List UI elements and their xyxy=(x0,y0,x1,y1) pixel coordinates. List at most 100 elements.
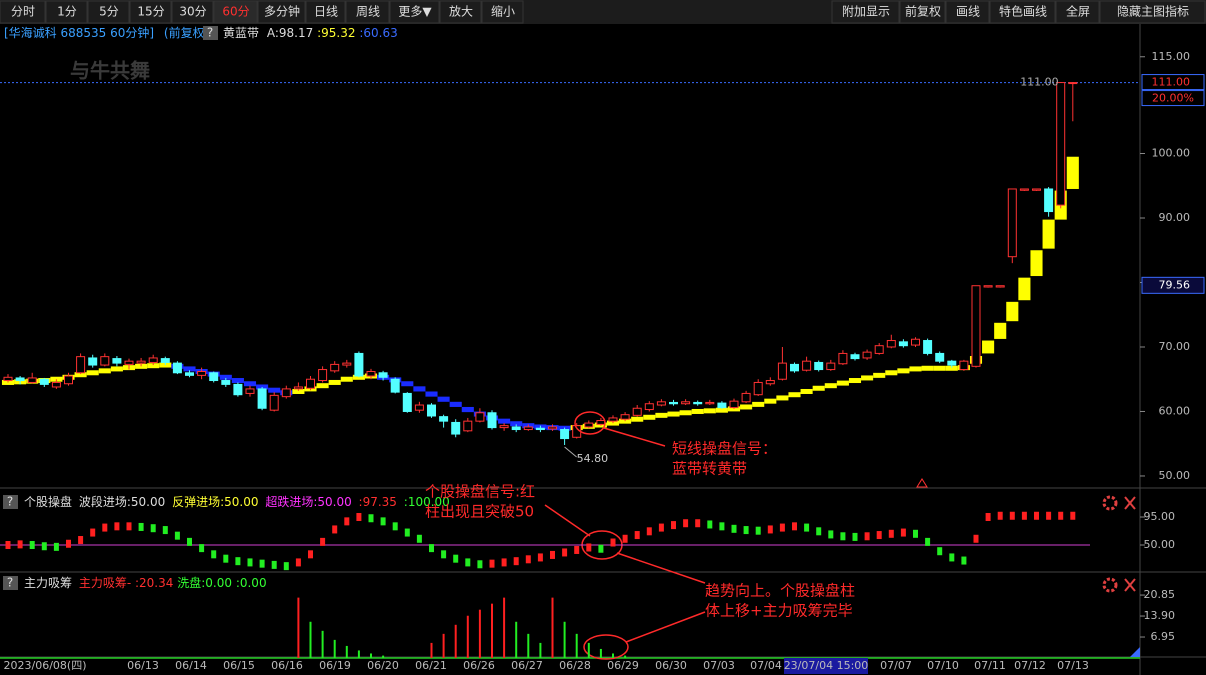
toolbar-button[interactable] xyxy=(257,0,306,24)
candle-body xyxy=(995,285,1005,288)
help[interactable]: ? xyxy=(7,576,13,590)
toolbar-label[interactable]: 60分 xyxy=(222,5,249,19)
oscillator-bar xyxy=(864,532,870,541)
candle-body xyxy=(862,351,872,359)
candle-body xyxy=(1007,188,1017,258)
toolbar-label[interactable]: 画线 xyxy=(956,5,980,19)
oscillator-bar xyxy=(792,522,797,531)
annotation-line xyxy=(616,552,706,584)
toolbar-button[interactable] xyxy=(1099,0,1206,24)
toolbar-label[interactable]: 缩小 xyxy=(491,4,515,19)
candle-body xyxy=(293,386,303,390)
sub2-t2: 洗盘:0.00 xyxy=(177,575,232,590)
toolbar-label[interactable]: 多分钟 xyxy=(264,4,300,19)
oscillator-bar xyxy=(550,550,555,559)
help[interactable]: ? xyxy=(207,26,213,40)
x-tick-label: 06/21 xyxy=(415,659,447,672)
toolbar-button[interactable] xyxy=(899,0,946,24)
band-segment xyxy=(848,378,862,384)
band-segment xyxy=(1042,219,1055,249)
settings-icon[interactable] xyxy=(1102,495,1118,511)
toolbar-label[interactable]: 15分 xyxy=(137,5,164,19)
oscillator-bar xyxy=(634,531,640,540)
toolbar-button[interactable] xyxy=(389,0,440,24)
oscillator-bar xyxy=(429,544,434,553)
band-segment xyxy=(788,392,801,398)
toolbar-button[interactable] xyxy=(945,0,990,24)
oscillator-bar xyxy=(1058,511,1064,520)
band-segment xyxy=(824,383,837,389)
settings-icon[interactable] xyxy=(1102,577,1118,593)
toolbar-label[interactable]: 隐藏主图指标 xyxy=(1117,4,1189,19)
sub1-t5: :100.00 xyxy=(404,495,450,509)
oscillator-bar xyxy=(731,524,737,533)
oscillator-bar xyxy=(646,527,652,536)
toolbar-label[interactable]: 日线 xyxy=(314,5,338,19)
y-tick-label: 70.00 xyxy=(1159,340,1191,353)
candle-body xyxy=(88,357,98,366)
toolbar-button[interactable] xyxy=(87,0,130,24)
band-segment xyxy=(219,374,232,380)
candle-body xyxy=(221,380,231,385)
help-box[interactable] xyxy=(3,495,18,509)
help-box[interactable] xyxy=(203,26,218,40)
x-tick-label: 07/12 xyxy=(1014,659,1046,672)
toolbar-label[interactable]: 附加显示 xyxy=(842,5,890,19)
oscillator-bar xyxy=(489,559,495,568)
candle-body xyxy=(923,340,933,354)
toolbar-button[interactable] xyxy=(171,0,214,24)
toolbar-label[interactable]: 5分 xyxy=(99,5,119,19)
y-tick-label: 90.00 xyxy=(1159,211,1191,224)
toolbar-label[interactable]: 分时 xyxy=(11,5,35,19)
oscillator-bar xyxy=(138,522,144,531)
toolbar-button[interactable] xyxy=(1055,0,1100,24)
toolbar-button[interactable] xyxy=(45,0,88,24)
oscillator-bar xyxy=(477,560,483,569)
toolbar-label[interactable]: 放大 xyxy=(449,4,473,19)
toolbar-button[interactable] xyxy=(129,0,172,24)
close-icon[interactable] xyxy=(1124,496,1136,510)
oscillator-bar xyxy=(671,521,676,530)
main-panel xyxy=(0,82,1140,458)
candle-body xyxy=(3,376,13,382)
oscillator-bar xyxy=(416,534,422,543)
band-segment xyxy=(655,412,668,418)
toolbar-label[interactable]: 全屏 xyxy=(1066,4,1090,19)
help-box[interactable] xyxy=(3,576,18,590)
candle-body xyxy=(632,407,642,416)
candle-body xyxy=(850,354,860,360)
help[interactable]: ? xyxy=(7,495,13,509)
candle-body xyxy=(463,420,473,432)
toolbar-label[interactable]: 1分 xyxy=(57,5,77,19)
toolbar-button[interactable] xyxy=(831,0,900,24)
stock: [华海诚科 688535 60分钟] xyxy=(4,25,154,40)
toolbar-label[interactable]: 特色画线 xyxy=(999,4,1047,19)
toolbar-button[interactable] xyxy=(0,0,46,24)
oscillator-bar xyxy=(199,544,205,553)
toolbar-button[interactable] xyxy=(439,0,482,24)
oscillator-bar xyxy=(816,527,822,536)
candle-body xyxy=(802,360,812,371)
candle-body xyxy=(644,403,654,411)
oscillator-bar xyxy=(562,548,568,557)
toolbar-label[interactable]: 前复权 xyxy=(905,4,941,19)
toolbar-label[interactable]: 周线 xyxy=(356,5,380,19)
toolbar-button[interactable] xyxy=(989,0,1056,24)
band-segment xyxy=(945,365,958,371)
toolbar-button[interactable] xyxy=(345,0,390,24)
oscillator-bar xyxy=(695,519,701,528)
candle-body xyxy=(233,383,243,396)
toolbar-label[interactable]: 更多▼ xyxy=(398,5,432,19)
close-icon[interactable] xyxy=(1124,578,1136,592)
toolbar-button[interactable] xyxy=(213,0,258,24)
candle-body xyxy=(487,412,497,429)
toolbar-label[interactable]: 30分 xyxy=(179,5,206,19)
oscillator-bar xyxy=(259,559,265,568)
toolbar-button[interactable] xyxy=(305,0,346,24)
candle-body xyxy=(1068,82,1078,85)
toolbar-button[interactable] xyxy=(481,0,524,24)
panel-icons xyxy=(1102,495,1136,593)
band-segment xyxy=(1066,156,1079,189)
